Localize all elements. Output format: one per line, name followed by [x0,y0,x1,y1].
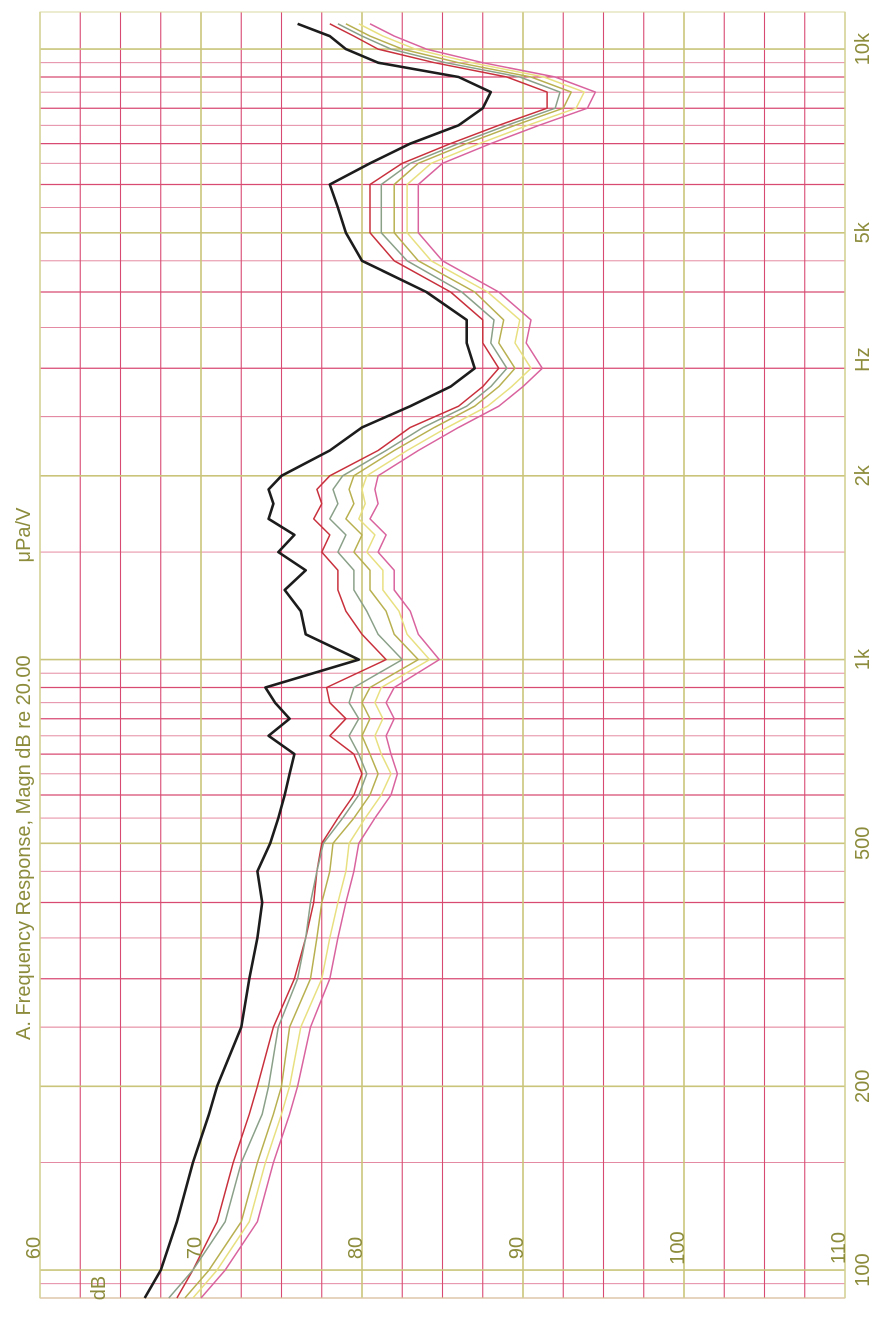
y-axis-label: dB [88,1276,110,1300]
series-line-1 [143,22,493,1299]
series-line-3 [184,23,573,1299]
x-tick-label: 10k [852,32,874,65]
x-tick-label: 200 [852,1070,874,1103]
series-line-4 [168,23,561,1299]
y-tick-labels: 60 70 80 90 100 110 [23,1231,850,1264]
series-line-2 [176,23,548,1299]
x-tick-label: 100 [852,1253,874,1286]
x-tick-label: 1k [852,648,874,670]
series-layer [143,22,597,1299]
x-tick-label: 500 [852,827,874,860]
plot-frame [39,11,846,1299]
y-tick-label: 60 [23,1237,45,1259]
y-tick-label: 80 [345,1237,367,1259]
x-tick-label: 5k [852,221,874,243]
x-tick-label: 2k [852,464,874,486]
y-tick-label: 100 [667,1231,689,1264]
y-tick-label: 70 [184,1237,206,1259]
series-line-5 [200,23,597,1299]
chart-title: A. Frequency Response, Magn dB re 20.00 [13,655,35,1040]
series-line-6 [192,23,585,1299]
unit-label: μPa/V [13,507,35,563]
y-tick-label: 90 [506,1237,528,1259]
y-tick-label: 110 [828,1232,850,1264]
minor-grid [40,12,845,1299]
x-tick-labels: 100 200 500 1k 2k Hz 5k 10k [852,32,874,1287]
x-tick-label: Hz [852,347,874,371]
